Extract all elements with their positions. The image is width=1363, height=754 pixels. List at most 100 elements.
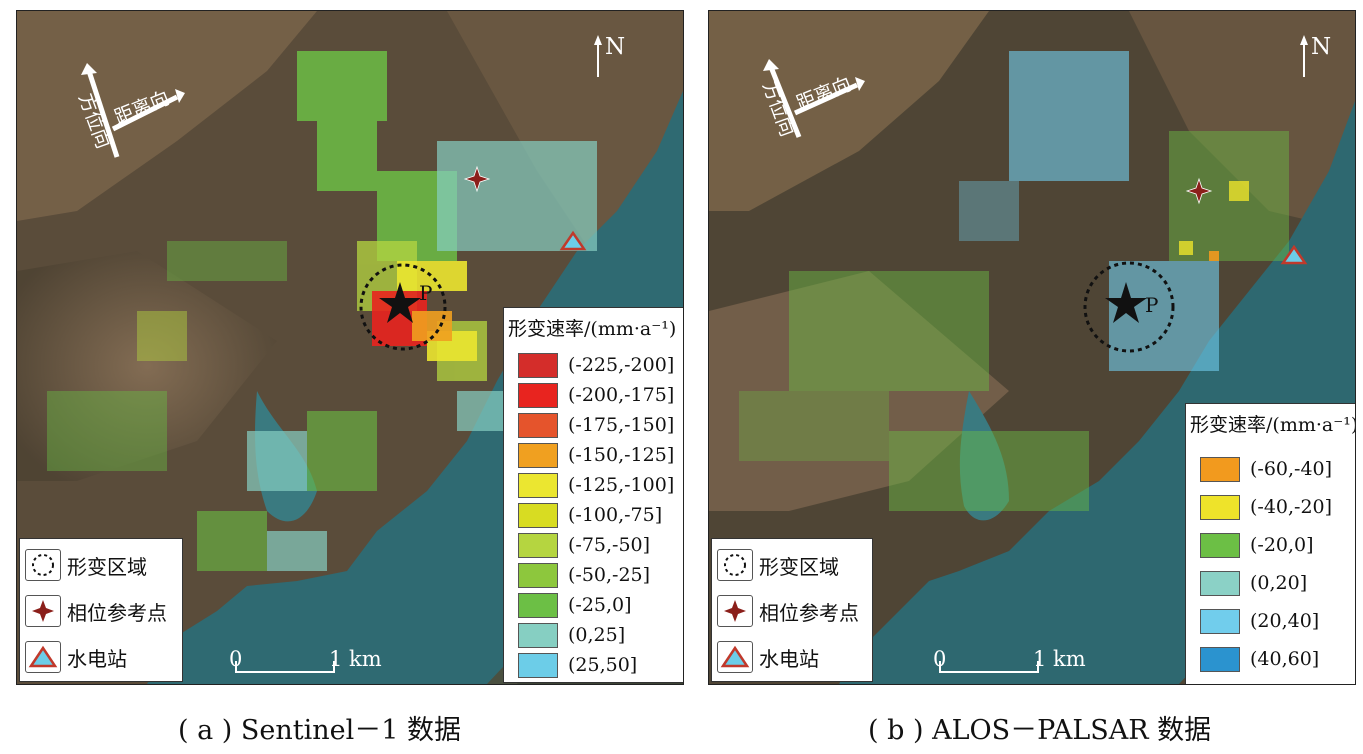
legend-swatch <box>518 532 558 558</box>
legend-label: (-40,-20] <box>1250 496 1333 518</box>
legend-entry: (-150,-125] <box>518 442 674 468</box>
star-icon <box>1105 282 1147 323</box>
legend-label: (-175,-150] <box>568 414 675 436</box>
symbol-legend-b: 形变区域 相位参考点 水电站 <box>711 538 873 682</box>
scale-line <box>235 671 335 673</box>
legend-label: (-50,-25] <box>568 564 651 586</box>
scale-tick <box>333 661 335 673</box>
north-label: N <box>605 34 626 60</box>
legend-swatch <box>518 622 558 648</box>
legend-label-deformation-area: 形变区域 <box>759 554 839 579</box>
legend-swatch <box>518 442 558 468</box>
legend-entry: (-25,0] <box>518 592 632 618</box>
dashed-circle-icon <box>32 554 54 576</box>
legend-label: (-75,-50] <box>568 534 651 556</box>
legend-swatch <box>518 472 558 498</box>
legend-label: (-200,-175] <box>568 384 675 406</box>
triangle-icon <box>28 645 58 668</box>
legend-swatch <box>518 412 558 438</box>
legend-label: (-100,-75] <box>568 504 663 526</box>
legend-label: (20,40] <box>1250 610 1320 632</box>
rate-legend-title: 形变速率/(mm·a⁻¹) <box>1190 414 1356 436</box>
legend-swatch <box>518 382 558 408</box>
north-arrow-icon <box>594 35 602 77</box>
legend-label-hydropower: 水电站 <box>759 646 819 671</box>
legend-label: (-25,0] <box>568 594 632 616</box>
scale-bar: 0 1 km <box>223 647 382 677</box>
legend-label: (-125,-100] <box>568 474 675 496</box>
legend-label: (0,20] <box>1250 572 1308 594</box>
dashed-circle-icon <box>724 554 746 576</box>
scale-one: 1 km <box>1033 647 1086 671</box>
legend-swatch <box>518 502 558 528</box>
legend-entry: (-200,-175] <box>518 382 674 408</box>
caption-a: ( a ) Sentinel－1 数据 <box>178 715 462 746</box>
legend-item-phase-reference: 相位参考点 <box>25 591 167 631</box>
legend-label: (-60,-40] <box>1250 458 1333 480</box>
legend-label: (-20,0] <box>1250 534 1314 556</box>
rate-legend-title: 形变速率/(mm·a⁻¹) <box>508 318 677 340</box>
legend-swatch <box>1200 532 1240 558</box>
scale-tick <box>939 661 941 673</box>
legend-swatch <box>1200 646 1240 672</box>
legend-entry: (20,40] <box>1200 608 1319 634</box>
rate-legend-b: 形变速率/(mm·a⁻¹) (-60,-40] (-40,-20] (-20,0… <box>1185 403 1356 684</box>
legend-item-deformation-area: 形变区域 <box>717 545 839 585</box>
legend-item-phase-reference: 相位参考点 <box>717 591 859 631</box>
north-indicator: N <box>1299 35 1331 77</box>
four-point-star-icon <box>32 600 54 622</box>
four-point-star-icon <box>1185 177 1213 205</box>
legend-entry: (-100,-75] <box>518 502 662 528</box>
scale-line <box>939 671 1039 673</box>
legend-entry: (-175,-150] <box>518 412 674 438</box>
scale-zero: 0 <box>229 647 243 671</box>
legend-swatch <box>1200 608 1240 634</box>
legend-label: (25,50] <box>568 654 638 676</box>
triangle-icon <box>720 645 750 668</box>
legend-entry: (-40,-20] <box>1200 494 1332 520</box>
legend-entry: (-20,0] <box>1200 532 1314 558</box>
four-point-star-icon <box>463 165 491 193</box>
scale-zero: 0 <box>933 647 947 671</box>
north-arrow-icon <box>1300 35 1308 77</box>
legend-item-hydropower: 水电站 <box>717 637 819 677</box>
legend-entry: (40,60] <box>1200 646 1319 672</box>
legend-entry: (-50,-25] <box>518 562 650 588</box>
legend-label-phase-reference: 相位参考点 <box>67 600 167 625</box>
legend-entry: (0,20] <box>1200 570 1307 596</box>
map-panel-sentinel: 距离向 方位向 P N 0 1 km 形变区域 相位参考点 水电站 形变速率/(… <box>16 10 684 685</box>
legend-item-deformation-area: 形变区域 <box>25 545 147 585</box>
scale-bar: 0 1 km <box>927 647 1086 677</box>
star-icon <box>379 282 421 323</box>
legend-swatch <box>1200 456 1240 482</box>
caption-b: ( b ) ALOS－PALSAR 数据 <box>868 715 1212 746</box>
legend-entry: (-75,-50] <box>518 532 650 558</box>
north-indicator: N <box>593 35 625 77</box>
legend-label-deformation-area: 形变区域 <box>67 554 147 579</box>
legend-swatch <box>518 592 558 618</box>
legend-item-hydropower: 水电站 <box>25 637 127 677</box>
legend-swatch <box>518 352 558 378</box>
symbol-legend-a: 形变区域 相位参考点 水电站 <box>19 538 183 682</box>
legend-label: (-225,-200] <box>568 354 675 376</box>
point-label: P <box>1145 293 1159 317</box>
legend-label: (0,25] <box>568 624 626 646</box>
triangle-icon <box>1280 244 1308 265</box>
legend-label-hydropower: 水电站 <box>67 646 127 671</box>
legend-swatch <box>518 562 558 588</box>
legend-label: (-150,-125] <box>568 444 675 466</box>
deformation-circle <box>359 263 447 351</box>
rate-legend-a: 形变速率/(mm·a⁻¹) (-225,-200] (-200,-175] (-… <box>503 307 683 683</box>
map-panel-palsar: 距离向 方位向 P N 0 1 km 形变区域 相位参考点 水电站 形变速率/(… <box>708 10 1356 685</box>
triangle-icon <box>559 230 587 251</box>
legend-entry: (-225,-200] <box>518 352 674 378</box>
legend-entry: (0,25] <box>518 622 625 648</box>
scale-tick <box>1037 661 1039 673</box>
point-label: P <box>419 281 433 305</box>
legend-entry: (-125,-100] <box>518 472 674 498</box>
deformation-points-b <box>739 51 1289 511</box>
legend-label-phase-reference: 相位参考点 <box>759 600 859 625</box>
legend-entry: (-60,-40] <box>1200 456 1332 482</box>
legend-swatch <box>1200 494 1240 520</box>
deformation-points-a <box>47 51 597 571</box>
